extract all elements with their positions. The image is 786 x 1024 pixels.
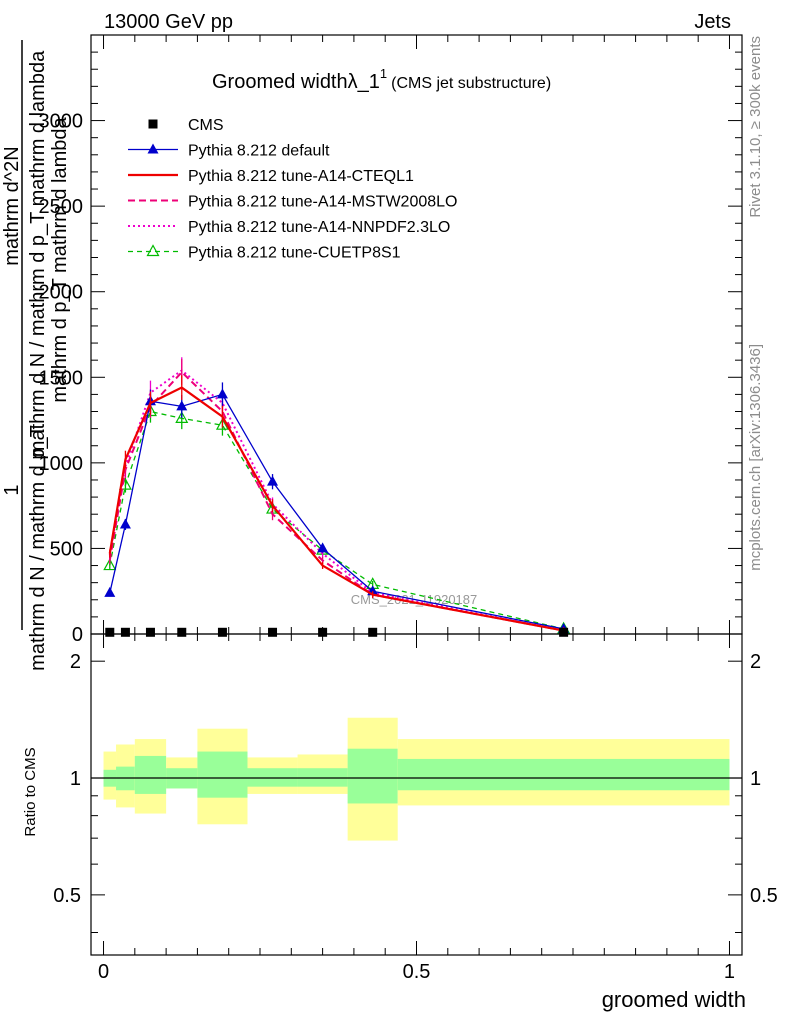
- ratio-tick-label-left: 0.5: [53, 885, 81, 907]
- data-point: [105, 627, 115, 637]
- series-4: [108, 357, 565, 634]
- data-point: [177, 627, 187, 637]
- legend-label: CMS: [188, 117, 224, 134]
- series-5: [103, 400, 571, 634]
- rivet-label: Rivet 3.1.10, ≥ 300k events: [747, 36, 764, 218]
- y-tick-label: 3000: [39, 111, 84, 133]
- y-tick-label: 2500: [39, 196, 84, 218]
- legend-marker: [148, 119, 158, 129]
- legend-entry-5: Pythia 8.212 tune-CUETP8S1: [128, 244, 401, 262]
- legend-entry-2: Pythia 8.212 tune-A14-CTEQL1: [128, 168, 414, 185]
- legend-entry-1: Pythia 8.212 default: [128, 143, 330, 160]
- data-point: [119, 518, 131, 529]
- y-tick-label: 500: [50, 538, 83, 560]
- y-axis-long-fraction: mathrm d N / mathrm d p_T mathrm d lambd…: [27, 50, 49, 457]
- legend-label: Pythia 8.212 tune-CUETP8S1: [188, 245, 401, 262]
- data-point: [176, 400, 188, 411]
- data-point: [318, 627, 328, 637]
- ratio-tick-label-right: 1: [750, 768, 761, 790]
- legend-entry-4: Pythia 8.212 tune-A14-NNPDF2.3LO: [128, 219, 450, 236]
- y-axis-title: 1 mathrm d N / mathrm d p_T mathrm d N /…: [1, 40, 71, 671]
- y-tick-label: 2000: [39, 282, 84, 304]
- plot-title-sup: 1: [380, 66, 387, 81]
- ratio-tick-label-right: 0.5: [750, 885, 778, 907]
- ratio-inner-band-2: [134, 755, 167, 794]
- y-tick-label: 1000: [39, 453, 84, 475]
- ratio-inner-band-7: [347, 748, 398, 804]
- y-axis-inner-numerator: mathrm d^2N: [1, 146, 23, 265]
- data-point: [216, 388, 228, 399]
- header-left: 13000 GeV pp: [104, 11, 233, 33]
- data-point: [103, 558, 117, 571]
- series-line-5: [109, 410, 564, 630]
- series-line-2: [108, 386, 564, 632]
- plot-title: Groomed widthλ_11 (CMS jet substructure): [212, 66, 551, 93]
- y-axis-denominator: mathrm d N / mathrm d p_T: [27, 425, 49, 671]
- series-line-1: [109, 393, 564, 630]
- legend-entry-3: Pythia 8.212 tune-A14-MSTW2008LO: [128, 194, 457, 211]
- legend-label: Pythia 8.212 tune-A14-CTEQL1: [188, 168, 414, 185]
- data-point: [175, 411, 189, 423]
- series-3: [108, 359, 565, 634]
- data-point: [217, 627, 227, 637]
- legend-marker: [146, 244, 160, 257]
- legend-label: Pythia 8.212 default: [188, 143, 330, 160]
- ratio-tick-label-left: 2: [70, 651, 81, 673]
- ratio-tick-label-right: 2: [750, 651, 761, 673]
- data-point: [215, 417, 229, 430]
- y-axis-inner-denominator: mathrm d p_T mathrm d lambda: [49, 116, 71, 402]
- x-axis-label: groomed width: [602, 987, 746, 1012]
- data-point: [317, 542, 329, 553]
- data-point: [368, 627, 378, 637]
- plot-title-text: Groomed widthλ_1: [212, 71, 380, 93]
- legend-label: Pythia 8.212 tune-A14-MSTW2008LO: [188, 194, 457, 211]
- x-tick-label: 1: [724, 961, 735, 983]
- y-tick-label: 0: [72, 624, 83, 646]
- ratio-inner-band-8: [397, 758, 730, 791]
- data-point: [120, 627, 130, 637]
- data-point: [559, 627, 569, 637]
- ratio-inner-band-4: [197, 751, 248, 798]
- x-tick-label: 0: [98, 961, 109, 983]
- x-tick-label: 0.5: [403, 961, 431, 983]
- data-point: [268, 627, 278, 637]
- series-line-3: [108, 370, 564, 632]
- series-0: [105, 627, 569, 637]
- plot-title-sub: (CMS jet substructure): [391, 75, 551, 92]
- main-panel: 0 500 1000 1500 2000 2500 3000: [39, 34, 743, 646]
- ratio-panel: 0 0.5 1 0.5 0.5 1 1 2 2: [53, 633, 778, 983]
- header-right: Jets: [694, 11, 731, 33]
- y-axis-numerator-one: 1: [1, 484, 23, 495]
- ratio-tick-label-left: 1: [70, 768, 81, 790]
- legend-label: Pythia 8.212 tune-A14-NNPDF2.3LO: [188, 219, 450, 236]
- data-point: [104, 586, 116, 597]
- data-point: [145, 627, 155, 637]
- mcplots-label: mcplots.cern.ch [arXiv:1306.3436]: [747, 344, 764, 571]
- series-2: [108, 375, 565, 634]
- legend-marker: [147, 143, 159, 154]
- data-point: [267, 475, 279, 486]
- legend-entry-0: CMS: [148, 117, 224, 134]
- series-1: [104, 382, 570, 633]
- ratio-axis-label: Ratio to CMS: [22, 747, 39, 836]
- y-tick-label: 1500: [39, 367, 84, 389]
- legend: CMS Pythia 8.212 default Pythia 8.212 tune…: [128, 117, 457, 262]
